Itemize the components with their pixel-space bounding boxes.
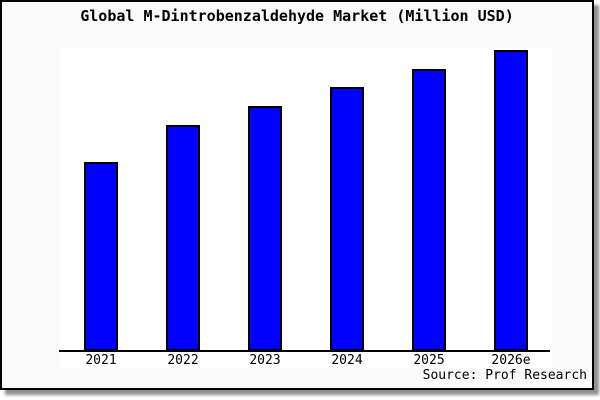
plot-area [60, 48, 552, 368]
chart-title: Global M-Dintrobenzaldehyde Market (Mill… [80, 7, 514, 25]
bar-2025 [412, 69, 446, 351]
x-tick-label-2024: 2024 [331, 353, 363, 368]
bar-2023 [248, 106, 282, 351]
x-tick-label-2022: 2022 [167, 353, 199, 368]
x-tick-label-2026e: 2026e [491, 353, 531, 368]
x-tick-label-2021: 2021 [85, 353, 117, 368]
bar-2022 [166, 125, 200, 351]
bar-2026e [494, 50, 528, 351]
bar-2021 [84, 162, 118, 351]
bar-2024 [330, 87, 364, 351]
x-tick-label-2023: 2023 [249, 353, 281, 368]
x-tick-label-2025: 2025 [413, 353, 445, 368]
source-note: Source: Prof Research [422, 368, 587, 383]
x-axis-line [59, 350, 550, 352]
